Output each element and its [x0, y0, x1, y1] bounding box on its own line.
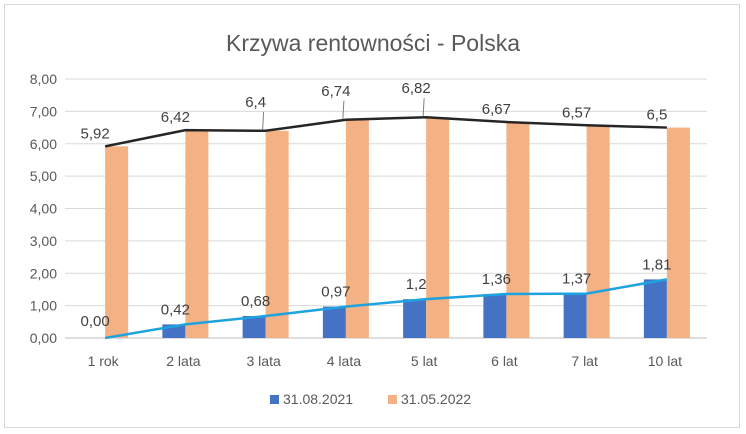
gridlines — [65, 78, 707, 339]
bar-series-2 — [506, 122, 530, 338]
line-series-2 — [104, 115, 667, 148]
data-label-series-1: 1,37 — [562, 271, 591, 288]
data-label-series-1: 0,68 — [241, 293, 270, 310]
data-label-series-2: 6,5 — [646, 107, 667, 124]
x-axis: 1 rok 2 lata 3 lata 4 lata 5 lat 6 lat 7 lat 10… — [88, 353, 683, 369]
data-label-series-1: 0,97 — [321, 284, 350, 301]
y-tick-label: 4,00 — [30, 201, 57, 217]
legend-label-series-2: 31.05.2022 — [401, 391, 471, 407]
data-label-series-2: 6,74 — [321, 83, 350, 100]
bar-series-2 — [265, 130, 289, 338]
y-tick-label: 0,00 — [30, 330, 57, 346]
y-tick-label: 5,00 — [30, 168, 57, 184]
leader-line — [342, 100, 345, 119]
data-label-series-1: 0,00 — [81, 313, 110, 330]
x-tick-label: 7 lat — [571, 353, 598, 369]
legend-swatch-series-1 — [270, 395, 279, 404]
legend: 31.08.2021 31.05.2022 — [270, 391, 471, 407]
data-label-series-2: 6,57 — [562, 104, 591, 121]
data-label-series-1: 1,36 — [482, 271, 511, 288]
data-label-series-2: 5,92 — [81, 125, 110, 142]
legend-swatch-series-2 — [388, 395, 397, 404]
data-label-series-2: 6,82 — [402, 80, 431, 97]
x-tick-label: 6 lat — [491, 353, 518, 369]
data-label-series-2: 6,42 — [161, 109, 190, 126]
x-tick-label: 10 lat — [648, 353, 682, 369]
bar-series-1 — [483, 293, 507, 338]
bar-series-1 — [563, 293, 587, 338]
y-tick-label: 3,00 — [30, 233, 57, 249]
bar-series-2 — [345, 119, 369, 338]
chart-title: Krzywa rentowności - Polska — [226, 30, 520, 56]
bar-series-1 — [643, 279, 667, 338]
bar-series-1 — [242, 315, 266, 338]
y-tick-label: 6,00 — [30, 136, 57, 152]
x-tick-label: 3 lata — [247, 353, 281, 369]
bar-series-2 — [426, 117, 450, 338]
chart-frame: Krzywa rentowności - Polska 0,00 1,00 2,00… — [4, 4, 740, 428]
y-tick-label: 2,00 — [30, 265, 57, 281]
series-lines — [104, 115, 668, 340]
data-labels: 0,00 0,42 0,68 0,97 1,2 1,36 1,37 1,81 5,92 6,42 6… — [81, 80, 672, 330]
x-tick-label: 1 rok — [88, 353, 120, 369]
bar-series-2 — [105, 146, 129, 338]
data-label-series-1: 0,42 — [161, 301, 190, 318]
y-tick-label: 1,00 — [30, 298, 57, 314]
legend-label-series-1: 31.08.2021 — [283, 391, 353, 407]
bar-series-1 — [403, 299, 427, 338]
bar-series-1 — [322, 306, 346, 338]
data-label-series-2: 6,67 — [482, 101, 511, 118]
x-tick-label: 5 lat — [411, 353, 438, 369]
y-axis: 0,00 1,00 2,00 3,00 4,00 5,00 6,00 7,00 8,00 — [30, 71, 57, 346]
bar-series-2 — [185, 130, 209, 338]
bar-series-2 — [666, 127, 690, 338]
bar-series-2 — [586, 125, 610, 338]
data-label-series-1: 1,2 — [406, 276, 427, 293]
y-tick-label: 8,00 — [30, 71, 57, 87]
data-label-series-1: 1,81 — [642, 256, 671, 273]
line-series-1 — [104, 278, 668, 340]
x-tick-label: 4 lata — [327, 353, 361, 369]
bars — [105, 117, 690, 338]
leader-line — [262, 111, 265, 130]
data-label-series-2: 6,4 — [245, 94, 266, 111]
yield-curve-chart: Krzywa rentowności - Polska 0,00 1,00 2,00… — [30, 30, 707, 407]
x-tick-label: 2 lata — [166, 353, 200, 369]
y-tick-label: 7,00 — [30, 103, 57, 119]
leader-line — [422, 98, 425, 117]
